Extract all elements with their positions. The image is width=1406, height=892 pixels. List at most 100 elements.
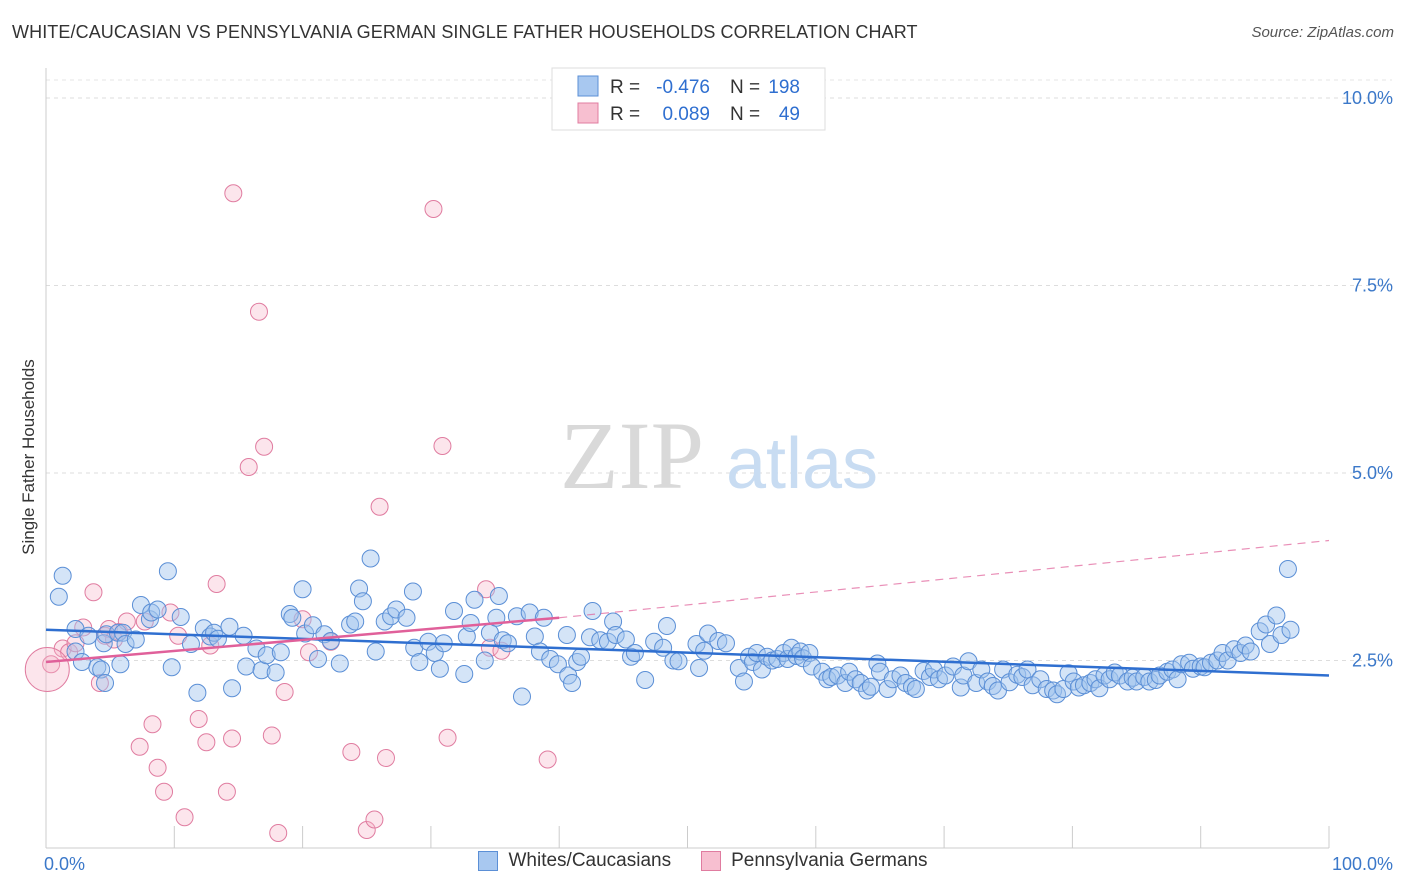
bottom-legend: Whites/Caucasians Pennsylvania Germans (0, 850, 1406, 872)
blue-data-point (397, 608, 416, 627)
blue-data-point (308, 650, 327, 668)
blue-data-point (271, 643, 290, 662)
blue-data-point (116, 635, 135, 653)
blue-data-point (346, 612, 365, 631)
blue-data-point (1250, 622, 1269, 641)
pink-data-point (90, 674, 109, 692)
pink-data-point (424, 200, 443, 218)
legend-swatch-whites (478, 851, 499, 871)
blue-data-point (1140, 672, 1159, 691)
stats-legend-blue-swatch (577, 75, 599, 97)
blue-data-point (162, 658, 181, 677)
pink-data-point (269, 824, 288, 842)
blue-data-point (734, 672, 753, 691)
blue-data-point (410, 653, 429, 671)
pink-data-point (342, 743, 361, 761)
pink-data-point (376, 749, 395, 767)
blue-data-point (171, 608, 190, 626)
blue-data-point (709, 632, 728, 650)
x-tick-label-end: 100.0% (1332, 854, 1393, 874)
blue-data-point (606, 626, 625, 644)
blue-data-point (1267, 606, 1286, 625)
blue-data-point (92, 660, 111, 679)
blue-data-point (465, 590, 484, 609)
blue-data-point (657, 617, 676, 635)
blue-data-point (616, 630, 635, 649)
pink-data-point (357, 821, 376, 839)
stats-legend-pink-n-label: N = (730, 104, 760, 125)
blue-data-point (1031, 670, 1050, 689)
blue-data-point (223, 679, 242, 698)
blue-data-point (625, 644, 644, 662)
blue-data-point (878, 680, 897, 698)
pink-data-point (175, 808, 194, 827)
pink-data-point (239, 458, 258, 476)
blue-data-point (341, 615, 360, 634)
blue-data-point (498, 634, 517, 653)
pink-series-points (24, 184, 557, 842)
gridlines (46, 79, 1392, 661)
pink-data-point (249, 302, 268, 321)
stats-legend-blue-r-value: -0.476 (656, 77, 710, 98)
blue-data-point (188, 683, 207, 702)
blue-data-point (1086, 670, 1105, 689)
watermark: ZIP atlas (560, 402, 878, 509)
blue-data-point (548, 655, 567, 674)
blue-data-point (266, 663, 285, 682)
blue-data-point (716, 634, 735, 653)
pink-data-point (223, 729, 242, 748)
blue-data-point (563, 674, 582, 692)
blue-data-point (936, 666, 955, 685)
pink-trend-extension (559, 539, 1330, 619)
y-tick-label: 2.5% (1352, 651, 1393, 671)
blue-series-points (49, 549, 1300, 706)
blue-data-point (580, 628, 599, 647)
blue-data-point (836, 674, 855, 692)
blue-data-point (669, 652, 688, 671)
blue-data-point (283, 608, 302, 627)
pink-data-point (189, 710, 208, 728)
blue-data-point (366, 642, 385, 661)
y-axis-label: Single Father Households (19, 359, 38, 555)
blue-data-point (53, 566, 72, 585)
watermark-zip: ZIP (560, 402, 704, 509)
legend-label-pennsylvania-germans: Pennsylvania Germans (731, 850, 928, 871)
x-tick-label-start: 0.0% (44, 854, 85, 874)
blue-data-point (557, 626, 576, 644)
pink-data-point (207, 575, 226, 593)
blue-data-point (455, 665, 474, 683)
blue-data-point (695, 641, 714, 660)
y-tick-label: 7.5% (1352, 276, 1393, 296)
blue-data-point (330, 654, 349, 673)
blue-data-point (493, 631, 512, 650)
stats-legend-pink-r-value: 0.089 (662, 104, 710, 125)
stats-legend-blue-n-label: N = (730, 77, 760, 98)
blue-data-point (747, 644, 766, 662)
blue-data-point (604, 612, 623, 631)
axes (45, 68, 1330, 849)
pink-data-point (438, 728, 457, 747)
pink-data-point (262, 726, 281, 745)
stats-legend-blue-r-label: R = (610, 77, 640, 98)
blue-data-point (828, 666, 847, 685)
blue-data-point (1168, 670, 1187, 689)
stats-legend-blue-n-value: 198 (768, 77, 800, 98)
pink-data-point (24, 647, 70, 692)
blue-data-point (1172, 655, 1191, 674)
pink-data-point (275, 683, 294, 701)
blue-data-point (1184, 659, 1203, 678)
blue-data-point (403, 582, 422, 601)
blue-data-point (126, 630, 145, 649)
chart-title: WHITE/CAUCASIAN VS PENNSYLVANIA GERMAN S… (12, 22, 918, 42)
pink-data-point (300, 643, 319, 662)
blue-data-point (512, 687, 531, 706)
pink-data-point (84, 583, 103, 602)
pink-data-point (155, 782, 174, 801)
legend-label-whites: Whites/Caucasians (508, 850, 672, 871)
blue-data-point (690, 659, 709, 677)
blue-data-point (96, 674, 115, 692)
blue-data-point (158, 562, 177, 581)
source-label: Source: ZipAtlas.com (1251, 24, 1394, 41)
blue-data-point (906, 680, 925, 698)
